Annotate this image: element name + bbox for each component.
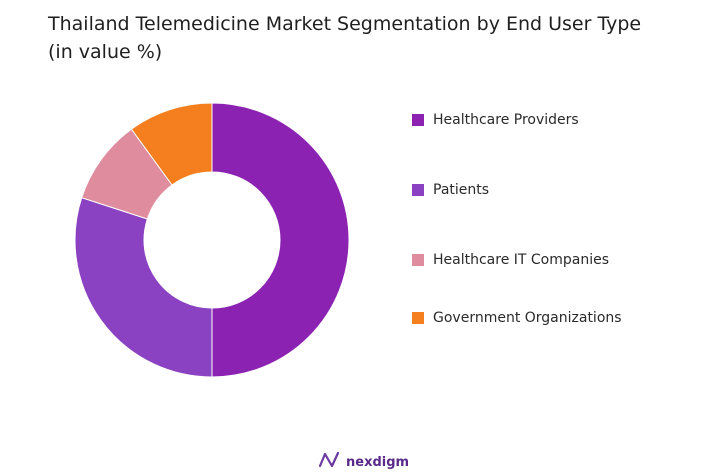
donut-slice-healthcare-providers <box>211 102 350 378</box>
donut-slice-government-organizations <box>130 102 213 186</box>
legend-label: Patients <box>433 182 490 198</box>
legend-swatch <box>412 312 424 324</box>
brand-logo: nexdigm <box>318 450 409 474</box>
legend-swatch <box>412 254 424 266</box>
legend-swatch <box>412 114 424 126</box>
legend-label: Government Organizations <box>433 310 622 326</box>
brand-name: nexdigm <box>346 454 410 470</box>
chart-title: Thailand Telemedicine Market Segmentatio… <box>48 13 642 63</box>
legend-label: Healthcare IT Companies <box>433 252 610 268</box>
legend-item-healthcare-it-companies: Healthcare IT Companies <box>412 250 609 270</box>
donut-slice-patients <box>74 197 213 378</box>
nexdigm-logo-icon <box>318 450 340 474</box>
legend-item-government-organizations: Government Organizations <box>412 308 622 328</box>
legend-item-healthcare-providers: Healthcare Providers <box>412 110 579 130</box>
legend-label: Healthcare Providers <box>433 112 579 128</box>
legend-swatch <box>412 184 424 196</box>
legend-item-patients: Patients <box>412 180 489 200</box>
